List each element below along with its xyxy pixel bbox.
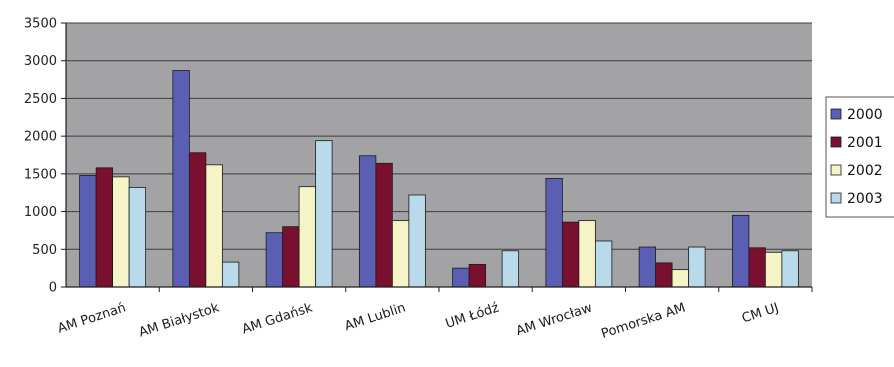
bar-2001-2 — [282, 226, 300, 288]
legend-label-2003: 2003 — [847, 191, 883, 207]
bar-2003-2 — [315, 140, 333, 288]
bar-2001-4 — [468, 263, 487, 288]
bar-2000-5 — [545, 177, 563, 288]
y-axis-tick-labels: 0 500 1000 1500 2000 2500 3000 3500 — [24, 17, 66, 296]
bar-2002-2 — [298, 186, 317, 288]
y-tick-label: 3500 — [24, 17, 57, 32]
bar-2000-1 — [172, 70, 190, 288]
legend: 2000 2001 2002 2003 — [825, 96, 894, 218]
legend-label-2001: 2001 — [847, 135, 883, 151]
bar-2003-4 — [501, 250, 520, 288]
bar-2000-2 — [265, 232, 284, 288]
bar-2002-5 — [578, 220, 596, 288]
bar-2000-3 — [358, 155, 377, 288]
bar-2002-6 — [671, 269, 690, 288]
bar-2002-1 — [205, 164, 223, 288]
x-category-label: AM Gdańsk — [240, 300, 315, 337]
x-category-label: Pomorska AM — [599, 301, 687, 342]
bar-2001-0 — [95, 167, 114, 288]
bar-2002-3 — [391, 220, 410, 288]
bar-2002-7 — [764, 251, 783, 288]
bar-2003-1 — [221, 261, 240, 288]
legend-swatch-2000 — [830, 108, 842, 120]
bar-2000-6 — [638, 246, 657, 288]
bar-2003-7 — [781, 250, 799, 288]
bars — [79, 70, 799, 288]
bar-2003-3 — [408, 194, 426, 288]
legend-swatch-2003 — [830, 192, 842, 204]
bar-2003-6 — [688, 246, 706, 288]
x-category-label: AM Poznań — [56, 301, 128, 337]
x-category-label: UM Łódź — [444, 300, 501, 331]
y-tick-label: 500 — [32, 243, 57, 258]
y-tick-label: 0 — [49, 281, 57, 296]
bar-2000-4 — [452, 267, 470, 288]
bar-2002-0 — [112, 176, 130, 288]
bar-2003-5 — [594, 240, 613, 288]
bar-2001-5 — [561, 221, 580, 288]
legend-swatch-2001 — [830, 136, 842, 148]
y-tick-label: 2500 — [24, 92, 57, 107]
x-category-label: CM UJ — [740, 301, 781, 327]
bar-2001-1 — [188, 152, 207, 288]
x-category-label: AM Białystok — [137, 300, 221, 340]
bar-2003-0 — [128, 187, 147, 288]
bar-2001-3 — [375, 162, 393, 288]
y-tick-label: 3000 — [24, 54, 57, 69]
x-category-label: AM Lublin — [343, 301, 408, 335]
legend-label-2000: 2000 — [847, 107, 883, 123]
y-tick-label: 1000 — [24, 205, 57, 220]
bar-2001-6 — [655, 262, 673, 288]
y-tick-label: 1500 — [24, 167, 57, 182]
y-tick-label: 2000 — [24, 130, 57, 145]
bar-2000-0 — [79, 174, 97, 288]
bar-2000-7 — [731, 214, 750, 288]
legend-swatch-2002 — [830, 164, 842, 176]
x-category-label: AM Wrocław — [514, 300, 594, 339]
bar-2001-7 — [748, 247, 766, 288]
legend-label-2002: 2002 — [847, 163, 883, 179]
x-axis-category-labels: AM Poznań AM Białystok AM Gdańsk AM Lublin U… — [56, 287, 813, 342]
